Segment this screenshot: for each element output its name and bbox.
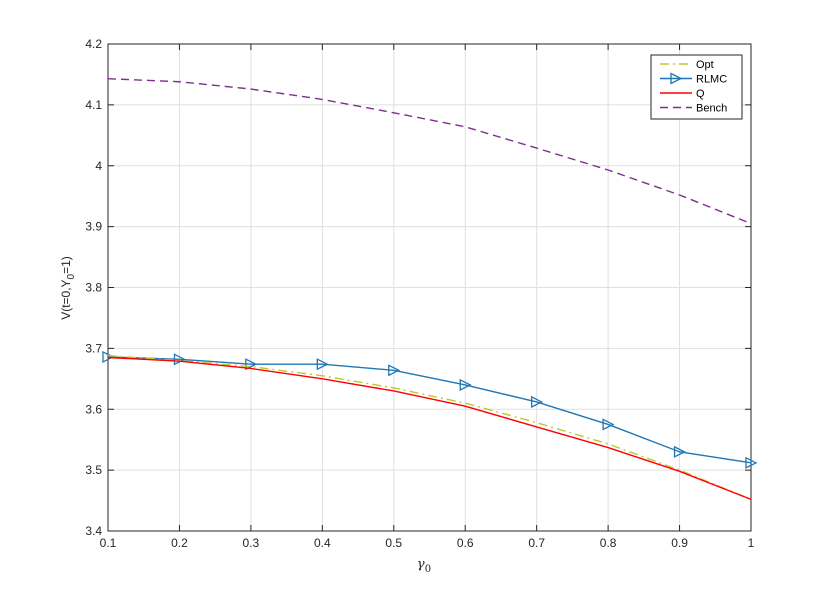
data-point-rlmc xyxy=(745,456,758,469)
y-axis-label: V(t=0,Y0=1) xyxy=(59,256,77,320)
x-axis-label: γ0 xyxy=(417,557,431,575)
y-tick-label: 3.6 xyxy=(85,402,102,416)
x-tick-label: 0.1 xyxy=(100,536,117,550)
legend-label-bench: Bench xyxy=(696,103,727,115)
axis-ticks: 0.1 0.2 0.3 0.4 0.5 0.6 0.7 0.8 0.9 1 3.4 3.5 3.6 3.7… xyxy=(85,37,754,550)
data-point-rlmc xyxy=(602,418,615,431)
legend-label-opt: Opt xyxy=(696,59,714,71)
data-point-rlmc xyxy=(673,445,687,458)
x-tick-label: 0.5 xyxy=(385,536,402,550)
series-line-q xyxy=(107,356,752,500)
legend-item-rlmc: RLMC xyxy=(660,72,727,86)
x-tick-label: 0.8 xyxy=(600,536,617,550)
y-axis-label-subscript: 0 xyxy=(66,273,77,279)
legend-box xyxy=(650,54,743,120)
x-tick-label: 1 xyxy=(748,536,755,550)
x-tick-label: 0.4 xyxy=(314,536,331,550)
x-tick-label: 0.3 xyxy=(243,536,260,550)
y-tick-label: 4 xyxy=(95,159,102,173)
legend: Opt RLMC Q Bench xyxy=(650,54,743,120)
series-line-opt xyxy=(107,354,752,500)
data-point-rlmc xyxy=(459,378,472,391)
legend-label-q: Q xyxy=(696,88,705,100)
legend-item-opt: Opt xyxy=(660,59,714,71)
legend-item-bench: Bench xyxy=(660,103,727,115)
y-tick-label: 3.9 xyxy=(85,220,102,234)
x-tick-label: 0.6 xyxy=(457,536,474,550)
series-q xyxy=(107,356,752,500)
y-tick-label: 3.8 xyxy=(85,281,102,295)
x-tick-label: 0.9 xyxy=(671,536,688,550)
series-layer xyxy=(102,77,758,500)
y-tick-label: 3.7 xyxy=(85,341,102,355)
series-opt xyxy=(107,354,752,500)
y-tick-label: 3.5 xyxy=(85,463,102,477)
y-tick-label: 3.4 xyxy=(85,524,102,538)
data-point-rlmc xyxy=(388,364,401,377)
legend-marker-rlmc xyxy=(670,72,683,85)
series-line-bench xyxy=(107,77,752,225)
x-axis-label-subscript: 0 xyxy=(425,564,431,575)
y-axis-label-main: V(t=0,Y xyxy=(59,279,73,319)
data-point-rlmc xyxy=(245,358,258,371)
legend-item-q: Q xyxy=(660,88,705,100)
y-tick-label: 4.2 xyxy=(85,37,102,51)
series-bench xyxy=(107,77,752,225)
series-line-rlmc xyxy=(107,356,752,464)
x-axis-label-main: γ xyxy=(417,557,425,572)
legend-label-rlmc: RLMC xyxy=(696,74,727,86)
data-point-rlmc xyxy=(531,395,544,408)
x-tick-label: 0.2 xyxy=(171,536,188,550)
y-axis-label-end: =1) xyxy=(59,256,73,274)
x-tick-label: 0.7 xyxy=(528,536,545,550)
data-point-rlmc xyxy=(316,358,329,371)
data-point-rlmc xyxy=(102,350,115,363)
y-tick-label: 4.1 xyxy=(85,98,102,112)
